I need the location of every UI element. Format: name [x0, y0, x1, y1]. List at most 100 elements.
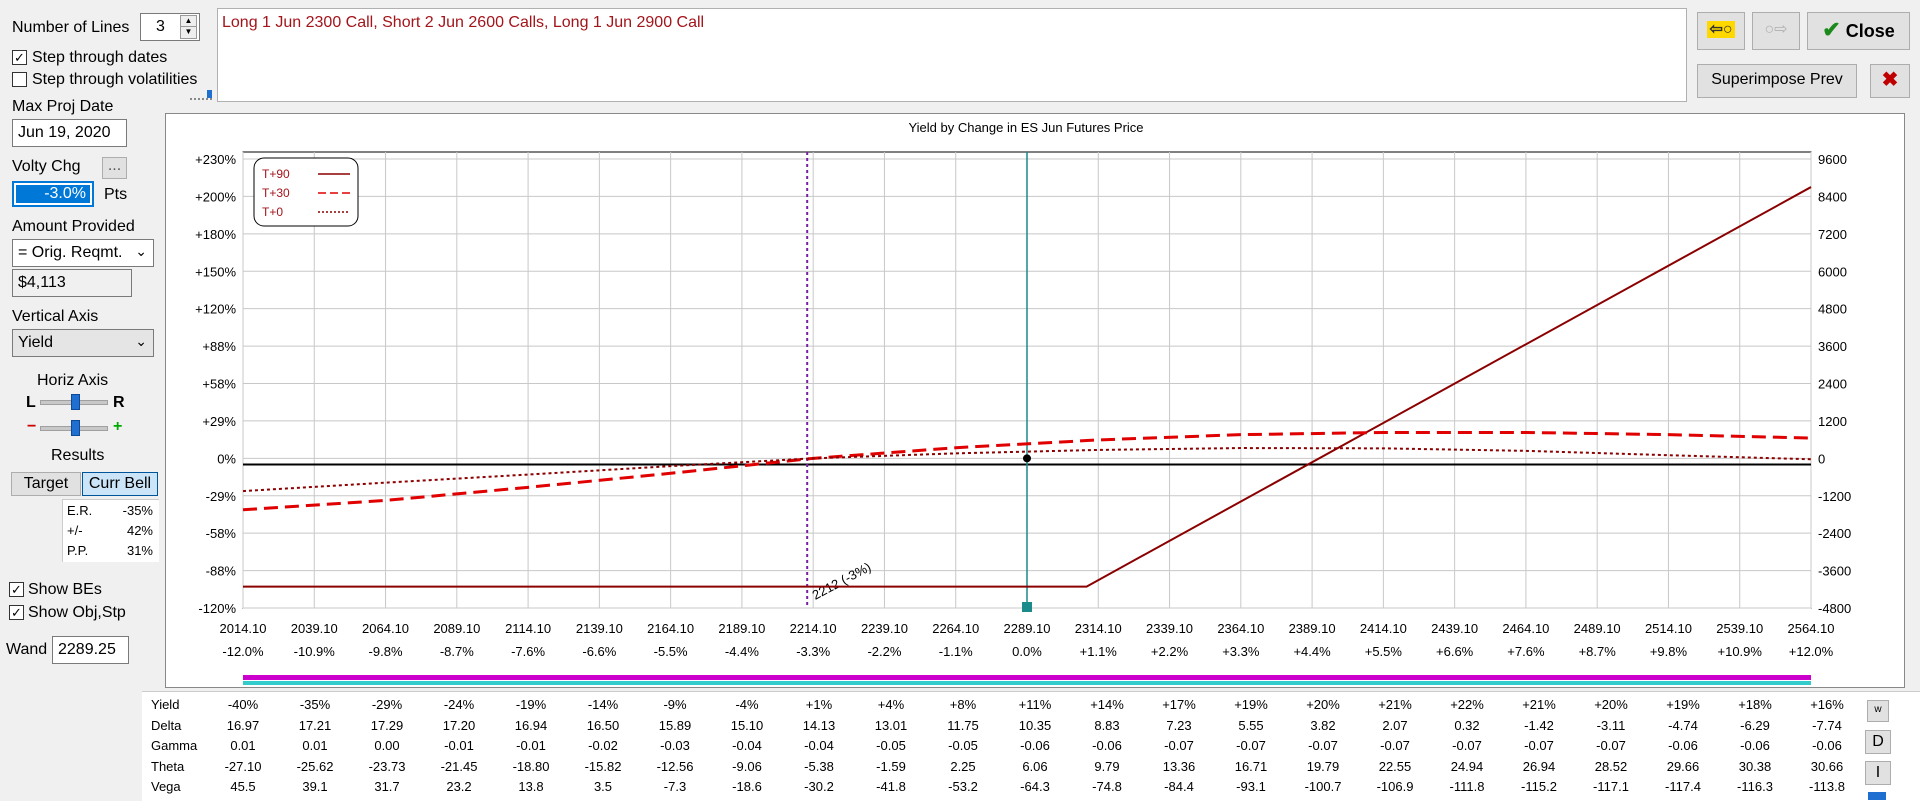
- amount-select[interactable]: = Orig. Reqmt. ⌄: [12, 239, 154, 267]
- forward-arrow-icon: ○⇨: [1764, 21, 1788, 38]
- show-obj-checkbox[interactable]: ✓: [9, 605, 24, 620]
- greek-cell: 45.5: [230, 779, 256, 794]
- greek-cell: 13.8: [518, 779, 544, 794]
- result-pp-label: P.P.: [67, 543, 89, 558]
- x-price-label: 2089.10: [433, 621, 480, 636]
- greek-cell: -0.07: [1164, 738, 1194, 753]
- greek-cell: 2.25: [950, 758, 976, 774]
- greek-cell: -117.1: [1593, 779, 1629, 794]
- greek-cell: -27.10: [224, 758, 262, 774]
- curr-bell-button[interactable]: Curr Bell: [82, 472, 158, 496]
- chart-legend: [253, 157, 359, 227]
- greek-cell: 5.55: [1238, 717, 1264, 733]
- yield-chart[interactable]: Yield by Change in ES Jun Futures Price …: [0, 0, 1920, 700]
- step-dates-checkbox[interactable]: ✓: [12, 50, 27, 65]
- greeks-side-button-w[interactable]: w: [1867, 700, 1889, 722]
- x-price-label: 2414.10: [1360, 621, 1407, 636]
- greek-cell: +1%: [805, 697, 833, 712]
- superimpose-prev-button[interactable]: Superimpose Prev: [1697, 64, 1857, 98]
- num-lines-spinner[interactable]: 3 ▲ ▼: [140, 13, 200, 41]
- close-x-button[interactable]: ✖: [1870, 64, 1910, 98]
- max-proj-date-field[interactable]: Jun 19, 2020: [12, 119, 127, 147]
- y-right-label: 1200: [1818, 414, 1847, 429]
- x-price-label: 2289.10: [1004, 621, 1051, 636]
- amount-provided-label: Amount Provided: [12, 218, 135, 235]
- num-lines-value: 3: [156, 18, 165, 35]
- spinner-down-icon[interactable]: ▼: [180, 26, 197, 39]
- chart-scrollbar-magenta[interactable]: [243, 675, 1811, 680]
- greek-cell: -0.07: [1524, 738, 1554, 753]
- volty-chg-label: Volty Chg: [12, 158, 81, 175]
- greek-cell: -4.74: [1668, 717, 1698, 733]
- greek-cell: -3.11: [1596, 717, 1626, 733]
- greek-cell: -84.4: [1164, 779, 1194, 794]
- greek-cell: -0.07: [1308, 738, 1338, 753]
- y-right-label: 7200: [1818, 227, 1847, 242]
- volty-more-button[interactable]: ...: [102, 157, 127, 179]
- back-arrow-button[interactable]: ⇦○: [1697, 12, 1745, 50]
- greek-cell: -0.07: [1380, 738, 1410, 753]
- x-price-label: 2214.10: [790, 621, 837, 636]
- y-right-label: 9600: [1818, 152, 1847, 167]
- greek-cell: 0.32: [1454, 717, 1480, 733]
- x-price-label: 2064.10: [362, 621, 409, 636]
- back-arrow-icon: ⇦○: [1707, 21, 1735, 38]
- horiz-axis-lr-thumb[interactable]: [71, 394, 80, 410]
- greeks-panel: [142, 691, 1920, 801]
- chart-title: Yield by Change in ES Jun Futures Price: [908, 120, 1143, 135]
- x-pct-label: -9.8%: [369, 644, 403, 659]
- greek-cell: 16.50: [586, 717, 620, 733]
- greek-cell: -53.2: [948, 779, 978, 794]
- chevron-down-icon: ⌄: [135, 333, 147, 349]
- result-er-value: -35%: [122, 503, 153, 518]
- y-right-label: 0: [1818, 451, 1825, 466]
- step-vols-checkbox[interactable]: [12, 72, 27, 87]
- greek-cell: -0.07: [1596, 738, 1626, 753]
- greek-cell: 8.83: [1094, 717, 1120, 733]
- greek-cell: +14%: [1090, 697, 1124, 712]
- greek-cell: -0.01: [516, 738, 546, 753]
- x-pct-label: -1.1%: [939, 644, 973, 659]
- greek-cell: +19%: [1234, 697, 1268, 712]
- greek-cell: -14%: [587, 697, 619, 712]
- volty-chg-field[interactable]: -3.0%: [12, 181, 94, 207]
- greek-cell: -0.05: [948, 738, 978, 753]
- horiz-axis-zoom-thumb[interactable]: [71, 420, 80, 436]
- target-button[interactable]: Target: [11, 472, 81, 496]
- position-description-box[interactable]: Long 1 Jun 2300 Call, Short 2 Jun 2600 C…: [217, 8, 1687, 102]
- greek-cell: +16%: [1810, 697, 1844, 712]
- legend-label: T+30: [262, 186, 290, 200]
- legend-label: T+0: [262, 205, 283, 219]
- x-pct-label: +2.2%: [1151, 644, 1189, 659]
- x-pct-label: +3.3%: [1222, 644, 1260, 659]
- greek-cell: -116.3: [1737, 779, 1773, 794]
- position-description-text: Long 1 Jun 2300 Call, Short 2 Jun 2600 C…: [222, 14, 705, 31]
- greek-cell: 9.79: [1094, 758, 1120, 774]
- show-bes-checkbox[interactable]: ✓: [9, 582, 24, 597]
- greek-cell: -106.9: [1376, 779, 1414, 794]
- greek-cell: 22.55: [1378, 758, 1412, 774]
- y-left-label: +230%: [195, 152, 236, 167]
- result-pm-value: 42%: [126, 523, 153, 538]
- greek-cell: -64.3: [1020, 779, 1050, 794]
- greek-cell: -7.3: [663, 779, 687, 794]
- wand-field[interactable]: 2289.25: [52, 636, 129, 664]
- greek-cell: +20%: [1594, 697, 1628, 712]
- greek-cell: -12.56: [656, 758, 694, 774]
- greek-cell: -0.06: [1812, 738, 1842, 753]
- close-button[interactable]: ✔ Close: [1807, 12, 1910, 50]
- greek-cell: 6.06: [1022, 758, 1048, 774]
- forward-arrow-button[interactable]: ○⇨: [1752, 12, 1800, 50]
- greeks-side-button-i[interactable]: I: [1865, 761, 1891, 785]
- show-obj-label: Show Obj,Stp: [28, 604, 126, 621]
- tiny-slider-mark[interactable]: [190, 90, 212, 100]
- x-price-label: 2014.10: [220, 621, 267, 636]
- greeks-side-button-d[interactable]: D: [1865, 730, 1891, 754]
- amount-select-value: = Orig. Reqmt.: [18, 244, 123, 261]
- vertical-axis-select[interactable]: Yield ⌄: [12, 329, 154, 357]
- greek-cell: -0.04: [732, 738, 762, 753]
- greek-cell: -0.06: [1740, 738, 1770, 753]
- greek-cell: -1.42: [1524, 717, 1554, 733]
- greek-cell: 16.94: [514, 717, 548, 733]
- x-pct-label: -7.6%: [511, 644, 545, 659]
